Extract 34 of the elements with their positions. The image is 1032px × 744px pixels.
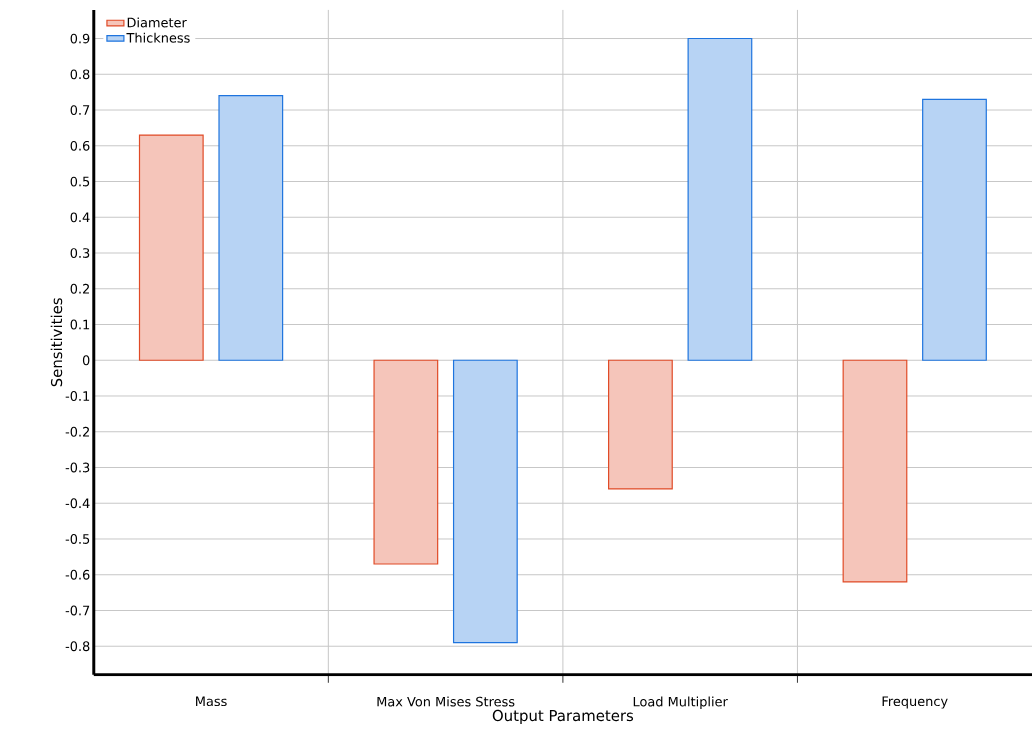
y-tick-label: 0.1 (70, 319, 90, 330)
y-tick-label: 0.3 (70, 247, 90, 258)
y-tick-label: 0.6 (70, 140, 90, 151)
legend-label: Diameter (127, 17, 187, 28)
y-tick-label: -0.7 (65, 605, 90, 616)
y-tick-label: 0 (82, 355, 90, 365)
y-tick-label: 0.4 (70, 212, 90, 222)
y-tick-label: 0.5 (70, 176, 90, 187)
x-axis-title: Output Parameters (492, 709, 634, 724)
x-tick-label: Mass (196, 696, 227, 706)
y-tick-label: -0.4 (65, 498, 90, 508)
legend-label: Thickness (126, 32, 190, 43)
bar (687, 37, 753, 361)
y-tick-label: -0.5 (65, 533, 90, 544)
bar (218, 94, 284, 361)
x-tick-label: Frequency (882, 696, 948, 709)
y-tick-label: -0.8 (65, 641, 90, 651)
y-tick-label: 0.7 (70, 104, 90, 115)
bar (922, 98, 987, 361)
y-tick-label: -0.6 (65, 569, 90, 580)
y-axis-title: Sensitivities (50, 297, 63, 387)
y-tick-label: -0.1 (65, 390, 90, 401)
bar (373, 359, 439, 565)
bar (138, 134, 204, 361)
y-tick-label: -0.3 (65, 462, 90, 473)
y-tick-label: 0.2 (70, 283, 89, 294)
bar (452, 359, 518, 644)
x-tick-label: Max Von Mises Stress (377, 696, 515, 707)
y-tick-label: -0.2 (65, 426, 89, 437)
y-tick-label: 0.8 (70, 69, 90, 79)
bar (842, 359, 908, 583)
x-tick-label: Load Multiplier (633, 696, 728, 709)
y-tick-label: 0.9 (70, 33, 90, 44)
bar (608, 359, 673, 490)
